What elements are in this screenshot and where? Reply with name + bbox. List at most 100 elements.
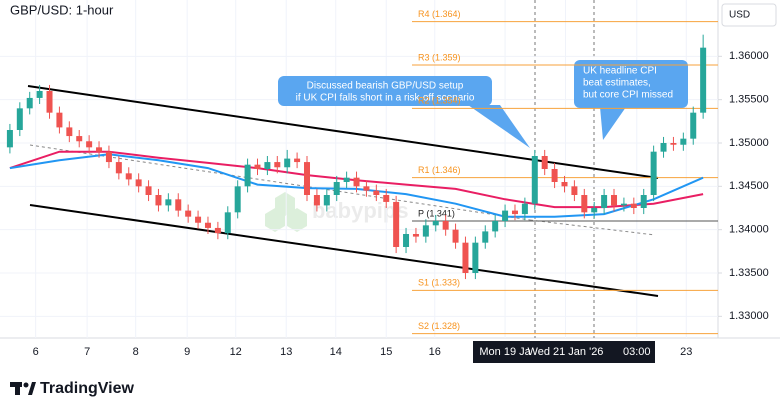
- pivot-label: R3 (1.359): [418, 52, 461, 62]
- candle-body: [274, 162, 281, 168]
- candle-body: [640, 195, 647, 208]
- pivot-label: R2 (1.354): [418, 96, 461, 106]
- candle-body: [511, 210, 518, 215]
- candle-body: [561, 182, 568, 187]
- pivot-label: P (1.341): [418, 208, 455, 218]
- chart-title: GBP/USD: 1-hour: [10, 2, 114, 17]
- candle-body: [46, 91, 53, 113]
- x-tick-label: 14: [330, 346, 342, 358]
- candle-body: [66, 127, 73, 137]
- candle-body: [591, 208, 598, 213]
- pivot-label: R1 (1.346): [418, 165, 461, 175]
- y-tick-label: 1.34000: [729, 224, 769, 236]
- candle-body: [680, 138, 687, 145]
- y-tick-label: 1.36000: [729, 50, 769, 62]
- candle-body: [304, 162, 311, 195]
- candle-body: [36, 91, 43, 98]
- candle-body: [650, 151, 657, 195]
- trend-line: [29, 144, 531, 221]
- candle-body: [204, 222, 211, 228]
- currency: USD: [729, 10, 750, 21]
- candle-body: [343, 177, 350, 182]
- candle-body: [96, 147, 103, 152]
- annotation: Discussed bearish GBP/USD setup if UK CP…: [278, 76, 530, 148]
- candle-body: [145, 186, 152, 195]
- candle-body: [16, 108, 23, 130]
- candle-body: [611, 195, 618, 206]
- candle-body: [86, 141, 93, 148]
- candle-body: [502, 210, 509, 221]
- channel-line: [29, 204, 659, 297]
- candle-body: [56, 112, 63, 128]
- candle-body: [541, 156, 548, 169]
- time-highlight: [473, 341, 655, 363]
- annotation-text: UK headline CPI: [583, 66, 657, 77]
- candle-body: [284, 158, 291, 168]
- candle-body: [165, 199, 172, 206]
- x-tick-label: 7: [84, 346, 90, 358]
- x-tick-label: 15: [380, 346, 392, 358]
- candle-body: [482, 231, 489, 243]
- candle-body: [412, 234, 419, 237]
- candle-body: [105, 151, 112, 163]
- brand: TradingView: [40, 380, 135, 397]
- y-tick-label: 1.33000: [729, 310, 769, 322]
- candle-body: [195, 216, 202, 223]
- annotation-text: but core CPI missed: [583, 90, 673, 101]
- candle-body: [323, 195, 330, 206]
- candle-body: [571, 186, 578, 195]
- candle-body: [630, 203, 637, 208]
- candle-body: [472, 242, 479, 273]
- candle-body: [670, 143, 677, 145]
- annotation: UK headline CPI beat estimates, but core…: [574, 60, 688, 140]
- candle-body: [403, 234, 410, 247]
- candle-body: [363, 186, 370, 191]
- candle-body: [373, 190, 380, 195]
- candle-body: [442, 221, 449, 230]
- candle-body: [383, 195, 390, 202]
- candle-body: [185, 210, 192, 217]
- x-tick-label: 03:00: [623, 346, 651, 358]
- candle-body: [690, 112, 697, 139]
- x-tick-label: 16: [429, 346, 441, 358]
- candle-body: [294, 158, 301, 163]
- x-tick-label: 9: [184, 346, 190, 358]
- candle-body: [115, 162, 122, 174]
- annotation-text: Discussed bearish GBP/USD setup: [307, 81, 464, 92]
- candle-body: [135, 179, 142, 187]
- candle-body: [531, 156, 538, 204]
- currency-box: [721, 3, 777, 27]
- candle-body: [393, 201, 400, 247]
- candle-body: [26, 97, 33, 109]
- candle-body: [333, 182, 340, 195]
- candle-body: [452, 229, 459, 243]
- candle-body: [125, 173, 132, 180]
- candle-body: [155, 195, 162, 206]
- candle-body: [551, 169, 558, 182]
- channel-line: [27, 85, 659, 179]
- candle-body: [264, 162, 271, 169]
- y-tick-label: 1.35500: [729, 94, 769, 106]
- candle-body: [313, 195, 320, 206]
- x-tick-label: 12: [230, 346, 242, 358]
- candle-body: [492, 221, 499, 232]
- candle-body: [660, 143, 667, 152]
- x-tick-label: Mon 19 Ja: [479, 346, 531, 358]
- trend-line: [529, 219, 656, 236]
- candle-body: [521, 203, 528, 215]
- candle-body: [432, 221, 439, 226]
- candle-body: [214, 227, 221, 234]
- candle-body: [700, 47, 707, 113]
- candle-body: [175, 199, 182, 211]
- candle-body: [234, 186, 241, 213]
- x-tick-label: 23: [680, 346, 692, 358]
- pivot-label: R4 (1.364): [418, 9, 461, 19]
- logo: TradingView: [10, 380, 135, 397]
- x-tick-label: 8: [133, 346, 139, 358]
- pivot-label: S1 (1.333): [418, 278, 460, 288]
- candle-body: [353, 177, 360, 187]
- pivot-label: S2 (1.328): [418, 321, 460, 331]
- x-tick-label: 13: [280, 346, 292, 358]
- candle-body: [224, 212, 231, 234]
